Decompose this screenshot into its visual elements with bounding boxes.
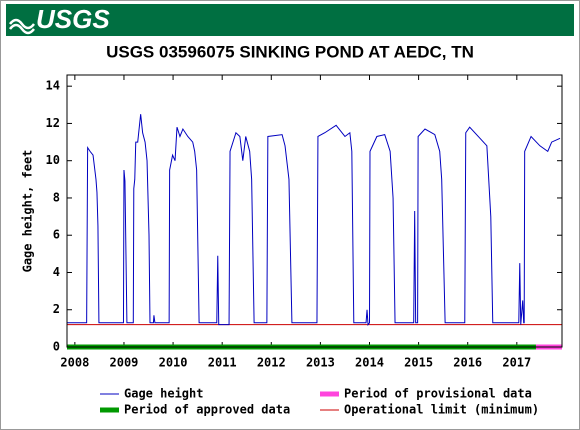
logo-wave (9, 18, 35, 35)
y-axis-label: Gage height, feet (21, 150, 35, 273)
legend-label: Gage height (124, 387, 203, 401)
y-tick-label: 8 (53, 190, 60, 204)
y-tick-label: 14 (46, 79, 60, 93)
plot-frame (66, 74, 563, 348)
legend-label: Period of approved data (124, 403, 290, 417)
gage-height-line (67, 114, 561, 326)
x-tick-label: 2010 (159, 356, 188, 370)
legend-label: Period of provisional data (344, 387, 532, 401)
y-tick-label: 0 (53, 340, 60, 354)
x-tick-label: 2012 (257, 356, 286, 370)
y-tick-label: 2 (53, 302, 60, 316)
x-tick-label: 2009 (110, 356, 139, 370)
y-tick-label: 10 (46, 153, 60, 167)
x-tick-label: 2013 (306, 356, 335, 370)
x-tick-label: 2015 (404, 356, 433, 370)
x-tick-label: 2011 (208, 356, 237, 370)
legend-label: Operational limit (minimum) (344, 403, 539, 417)
y-tick-label: 12 (46, 116, 60, 130)
header-band (6, 4, 574, 36)
x-tick-label: 2008 (60, 356, 89, 370)
x-tick-label: 2014 (355, 356, 384, 370)
x-tick-label: 2016 (453, 356, 482, 370)
chart-title: USGS 03596075 SINKING POND AT AEDC, TN (106, 42, 474, 61)
y-tick-label: 4 (53, 265, 60, 279)
logo: USGS (36, 4, 110, 34)
x-tick-label: 2017 (502, 356, 531, 370)
y-tick-label: 6 (53, 228, 60, 242)
